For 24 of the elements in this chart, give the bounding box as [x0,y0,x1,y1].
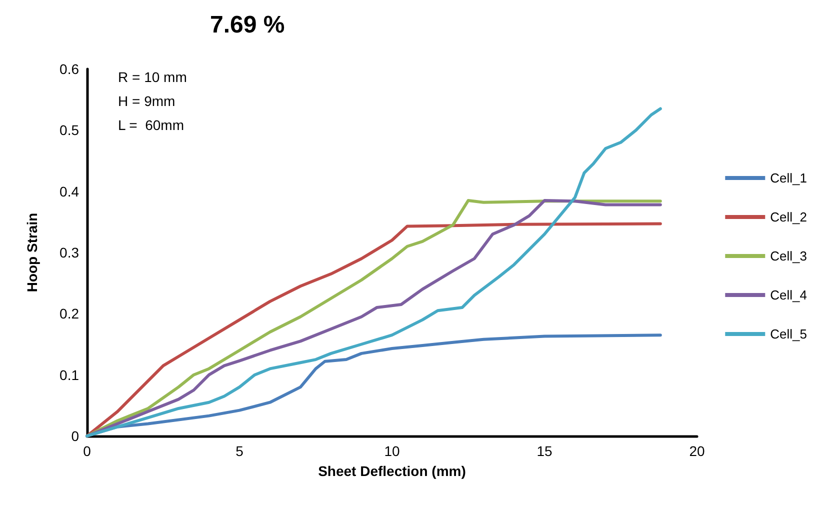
x-axis-title: Sheet Deflection (mm) [318,463,466,479]
line-series [86,107,662,438]
annotation: H = 9mm [118,93,176,109]
x-tick-label: 20 [689,443,705,459]
x-tick-label: 10 [384,443,400,459]
x-tick-label: 15 [536,443,552,459]
y-tick-label: 0.6 [60,61,80,77]
y-tick-label: 0.3 [60,244,80,260]
legend-label: Cell_5 [770,326,808,342]
x-tick-label: 5 [236,443,244,459]
y-tick-label: 0.1 [60,366,80,383]
y-tick-label: 0.2 [60,306,80,322]
legend-label: Cell_2 [770,210,808,224]
chart-title: 7.69 % [210,12,285,38]
y-tick-label: 0 [71,428,80,444]
annotation: L = 60mm [118,117,184,133]
y-tick-label: 0.5 [60,122,80,138]
y-axis-title: Hoop Strain [24,212,40,292]
annotation: R = 10 mm [118,69,187,85]
x-tick-label: 0 [83,443,92,459]
legend-label: Cell_3 [770,248,808,264]
legend-label: Cell_1 [770,170,808,186]
y-tick-label: 0.4 [60,183,80,200]
legend-label: Cell_4 [770,288,808,302]
